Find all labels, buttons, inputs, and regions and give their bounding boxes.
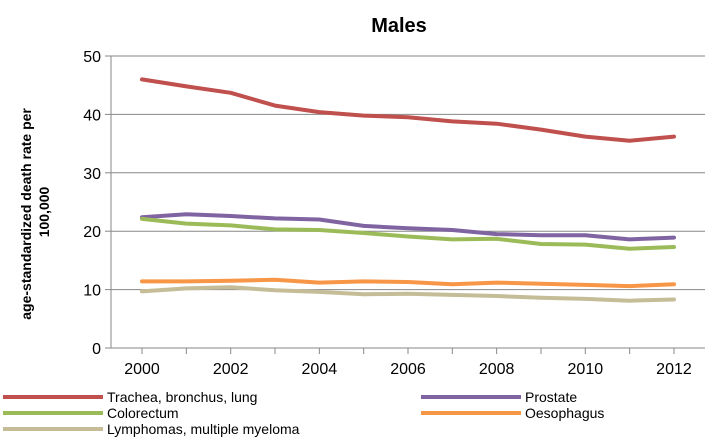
y-axis-label-line1: age-standardized death rate per [18,108,34,320]
y-axis-label: age-standardized death rate per 100,000 [18,104,52,320]
gridlines [111,55,705,291]
x-tick-label: 2004 [302,361,338,378]
legend-label-2: Colorectum [107,405,179,421]
legend-label-4: Lymphomas, multiple myeloma [107,421,300,437]
series-line-1 [140,212,676,242]
axes [110,56,705,349]
legend-label-0: Trachea, bronchus, lung [107,389,257,405]
series-line-3 [140,277,676,289]
series-line-4 [140,285,676,303]
y-tick-label: 50 [83,49,101,66]
legend-label-3: Oesophagus [525,405,604,421]
x-tick-label: 2002 [213,361,249,378]
series-lines [140,77,676,303]
x-tick-label: 2006 [390,361,426,378]
legend-label-1: Prostate [525,389,577,405]
x-tick-label: 2010 [568,361,604,378]
x-tick-label: 2012 [656,361,692,378]
x-tick-label: 2000 [124,361,160,378]
y-tick-label: 20 [83,224,101,241]
y-axis-label-line2: 100,000 [36,186,52,237]
y-tick-label: 0 [92,341,101,358]
y-tick-label: 10 [83,283,101,300]
series-line-0 [140,77,676,143]
chart-title: Males [371,15,427,37]
y-tick-label: 40 [83,107,101,124]
x-tick-label: 2008 [479,361,515,378]
series-line-2 [140,216,676,251]
legend: Trachea, bronchus, lung Prostate Colorectu… [3,389,604,437]
y-tick-label: 30 [83,166,101,183]
x-axis-ticks: 2000 2002 2004 2006 2008 2010 2012 [124,348,692,378]
y-axis-ticks: 0 10 20 30 40 50 [83,49,111,358]
